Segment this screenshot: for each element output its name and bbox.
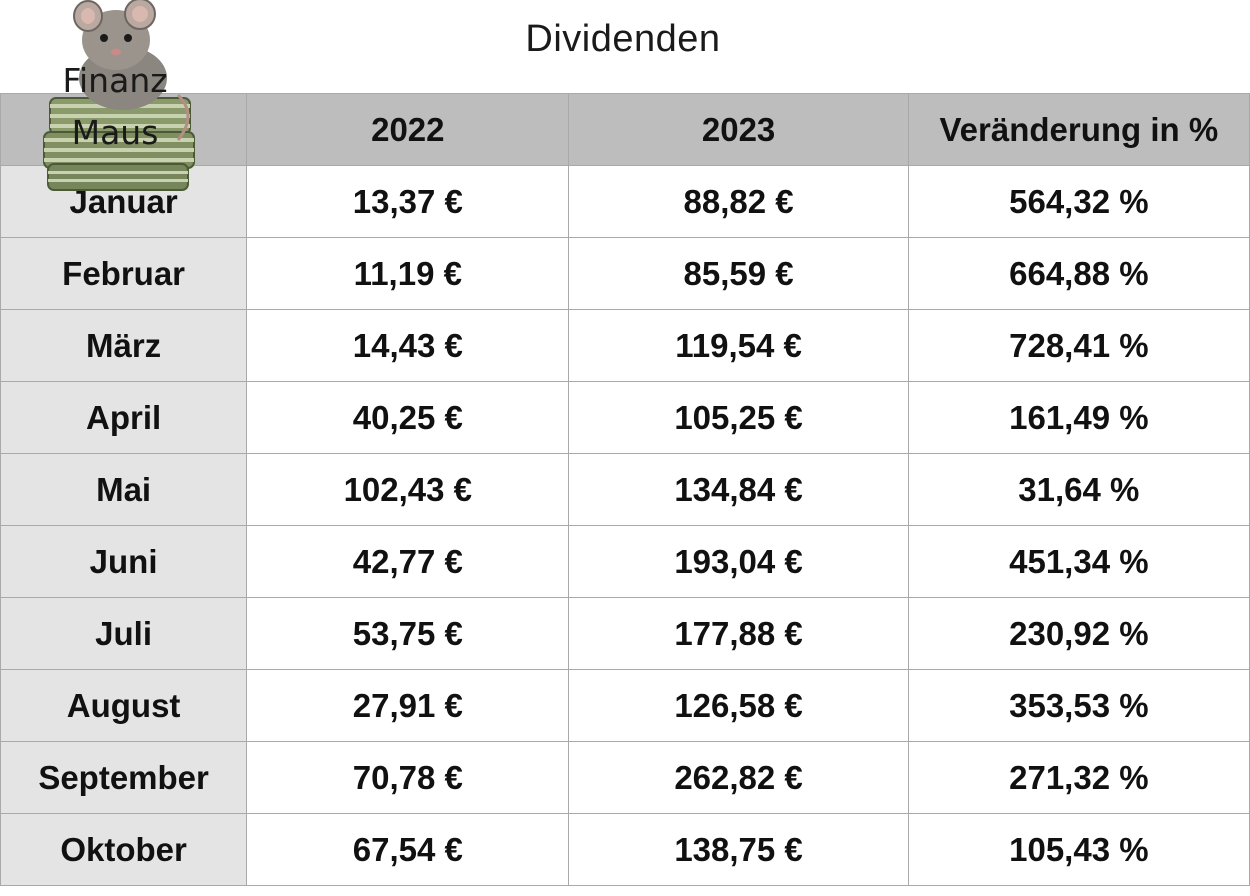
change-percent-cell: 728,41 % bbox=[907, 309, 1250, 382]
mouse-icon bbox=[73, 0, 190, 141]
value-2022-cell: 102,43 € bbox=[246, 453, 570, 526]
value-2023-cell: 134,84 € bbox=[568, 453, 909, 526]
value-2022-cell: 53,75 € bbox=[246, 597, 570, 670]
change-percent-cell: 161,49 % bbox=[907, 381, 1250, 454]
value-2023-cell: 177,88 € bbox=[568, 597, 909, 670]
table-row: September 70,78 € 262,82 € 271,32 % bbox=[0, 741, 1250, 814]
dividend-table: 2022 2023 Veränderung in % Januar 13,37 … bbox=[0, 93, 1250, 886]
logo-text-line1: Finanz bbox=[62, 61, 168, 100]
table-row: Februar 11,19 € 85,59 € 664,88 % bbox=[0, 237, 1250, 310]
table-row: April 40,25 € 105,25 € 161,49 % bbox=[0, 381, 1250, 454]
value-2022-cell: 13,37 € bbox=[246, 165, 570, 238]
mouse-on-money-icon bbox=[43, 0, 195, 191]
month-cell: Februar bbox=[0, 237, 248, 310]
month-cell: Juni bbox=[0, 525, 248, 598]
logo-text-line2: Maus bbox=[71, 113, 159, 152]
table-row: Mai 102,43 € 134,84 € 31,64 % bbox=[0, 453, 1250, 526]
change-percent-cell: 271,32 % bbox=[907, 741, 1250, 814]
table-row: August 27,91 € 126,58 € 353,53 % bbox=[0, 669, 1250, 742]
month-cell: September bbox=[0, 741, 248, 814]
change-percent-cell: 664,88 % bbox=[907, 237, 1250, 310]
value-2023-cell: 105,25 € bbox=[568, 381, 909, 454]
value-2023-cell: 88,82 € bbox=[568, 165, 909, 238]
month-cell: März bbox=[0, 309, 248, 382]
value-2023-cell: 262,82 € bbox=[568, 741, 909, 814]
finanz-maus-logo: Finanz Maus bbox=[28, 0, 208, 195]
month-cell: Oktober bbox=[0, 813, 248, 886]
table-row: März 14,43 € 119,54 € 728,41 % bbox=[0, 309, 1250, 382]
header-cell: 2023 bbox=[568, 93, 909, 166]
table-row: Juli 53,75 € 177,88 € 230,92 % bbox=[0, 597, 1250, 670]
table-row: Oktober 67,54 € 138,75 € 105,43 % bbox=[0, 813, 1250, 886]
change-percent-cell: 353,53 % bbox=[907, 669, 1250, 742]
change-percent-cell: 564,32 % bbox=[907, 165, 1250, 238]
money-stack-icon bbox=[43, 97, 195, 191]
value-2023-cell: 193,04 € bbox=[568, 525, 909, 598]
change-percent-cell: 451,34 % bbox=[907, 525, 1250, 598]
value-2022-cell: 70,78 € bbox=[246, 741, 570, 814]
change-percent-cell: 230,92 % bbox=[907, 597, 1250, 670]
month-cell: August bbox=[0, 669, 248, 742]
value-2022-cell: 14,43 € bbox=[246, 309, 570, 382]
table-row: Juni 42,77 € 193,04 € 451,34 % bbox=[0, 525, 1250, 598]
change-percent-cell: 31,64 % bbox=[907, 453, 1250, 526]
header-cell: Veränderung in % bbox=[907, 93, 1250, 166]
value-2022-cell: 42,77 € bbox=[246, 525, 570, 598]
value-2022-cell: 11,19 € bbox=[246, 237, 570, 310]
change-percent-cell: 105,43 % bbox=[907, 813, 1250, 886]
page-title: Dividenden bbox=[525, 18, 721, 60]
value-2023-cell: 119,54 € bbox=[568, 309, 909, 382]
month-cell: April bbox=[0, 381, 248, 454]
value-2022-cell: 27,91 € bbox=[246, 669, 570, 742]
value-2022-cell: 40,25 € bbox=[246, 381, 570, 454]
month-cell: Juli bbox=[0, 597, 248, 670]
value-2023-cell: 85,59 € bbox=[568, 237, 909, 310]
value-2022-cell: 67,54 € bbox=[246, 813, 570, 886]
value-2023-cell: 138,75 € bbox=[568, 813, 909, 886]
header-cell: 2022 bbox=[246, 93, 570, 166]
value-2023-cell: 126,58 € bbox=[568, 669, 909, 742]
month-cell: Mai bbox=[0, 453, 248, 526]
